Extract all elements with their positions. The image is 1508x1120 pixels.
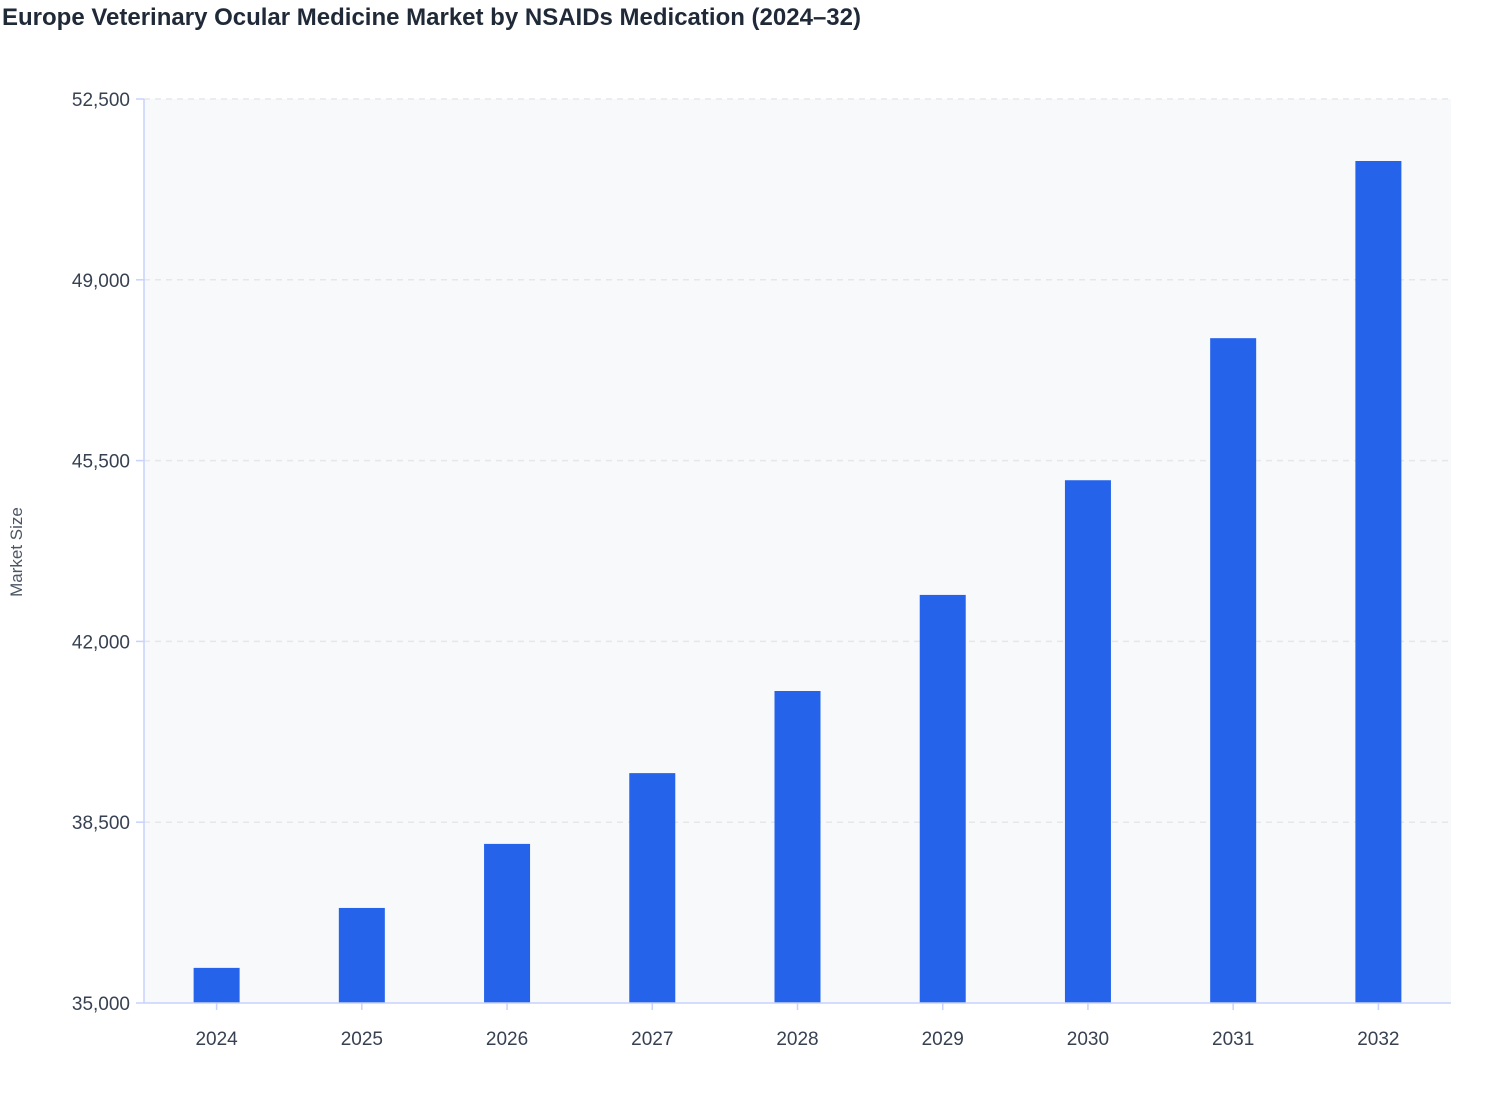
y-tick-label: 42,000 xyxy=(72,632,130,653)
y-tick-labels: 35,000 38,500 42,000 45,500 49,000 52,500 xyxy=(72,90,130,1015)
x-tick-label: 2029 xyxy=(922,1029,964,1050)
y-tick-label: 38,500 xyxy=(72,813,130,834)
bar-2028 xyxy=(774,690,821,1003)
x-tick-label: 2027 xyxy=(631,1029,673,1050)
x-tick-label: 2031 xyxy=(1212,1029,1254,1050)
bar-2024 xyxy=(193,967,240,1003)
x-tick-label: 2024 xyxy=(195,1029,238,1050)
x-tick-label: 2028 xyxy=(776,1029,818,1050)
x-tick-label: 2030 xyxy=(1067,1029,1109,1050)
bar-2031 xyxy=(1210,338,1257,1003)
x-tick-label: 2026 xyxy=(486,1029,528,1050)
y-axis-label: Market Size xyxy=(7,507,26,597)
y-tick-label: 52,500 xyxy=(72,90,130,111)
bar-2030 xyxy=(1064,480,1111,1003)
bar-2029 xyxy=(919,594,966,1003)
chart-title: Europe Veterinary Ocular Medicine Market… xyxy=(2,4,861,31)
y-tick-label: 49,000 xyxy=(72,271,130,292)
axes xyxy=(136,98,1451,1010)
x-tick-label: 2032 xyxy=(1357,1029,1399,1050)
bar-2026 xyxy=(484,843,531,1003)
x-tick-labels: 2024 2025 2026 2027 2028 2029 2030 2031 2032 xyxy=(195,1029,1399,1050)
x-tick-label: 2025 xyxy=(341,1029,383,1050)
y-tick-label: 45,500 xyxy=(72,452,130,473)
bar-2025 xyxy=(338,907,385,1003)
y-tick-label: 35,000 xyxy=(72,994,130,1015)
bars xyxy=(193,160,1402,1003)
bar-2027 xyxy=(629,773,676,1003)
bar-2032 xyxy=(1355,160,1402,1003)
